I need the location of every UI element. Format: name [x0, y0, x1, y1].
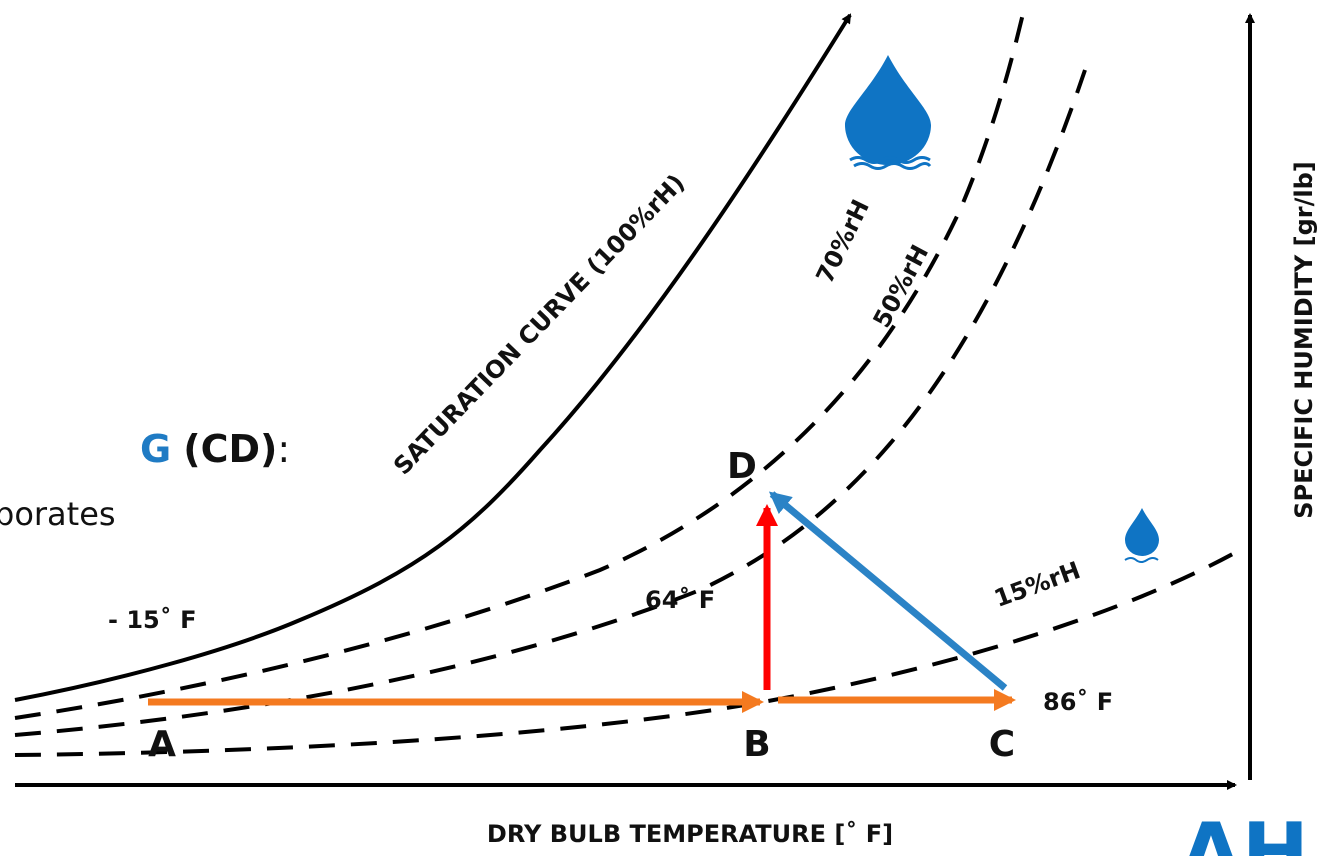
point-d: D: [727, 446, 757, 487]
temp-c: 86˚ F: [1043, 688, 1113, 716]
x-axis-label: DRY BULB TEMPERATURE [˚ F]: [487, 820, 893, 848]
rh50-curve: [14, 69, 1087, 737]
point-c: C: [989, 724, 1015, 765]
temp-d: 64˚ F: [645, 586, 715, 614]
heading-colon: :: [277, 427, 290, 471]
heading-rest: (CD): [183, 427, 277, 471]
temp-a: - 15˚ F: [108, 606, 196, 634]
large-drop: [845, 55, 932, 170]
side-line: porates: [0, 495, 116, 533]
rh70-label: 70%rH: [811, 195, 875, 288]
rh50-label: 50%rH: [868, 240, 935, 332]
point-b: B: [743, 724, 770, 765]
rh70-curve: [14, 4, 1027, 720]
rh15-label: 15%rH: [990, 556, 1084, 613]
arrow-cd: [768, 491, 1008, 691]
side-heading: G (CD):: [140, 427, 290, 471]
point-a: A: [148, 724, 176, 765]
logo: AH: [1180, 806, 1309, 856]
heading-highlight: G: [140, 427, 171, 471]
small-drop: [1124, 508, 1159, 563]
saturation-curve: [14, 13, 852, 702]
y-axis-label: SPECIFIC HUMIDITY [gr/lb]: [1290, 161, 1318, 519]
